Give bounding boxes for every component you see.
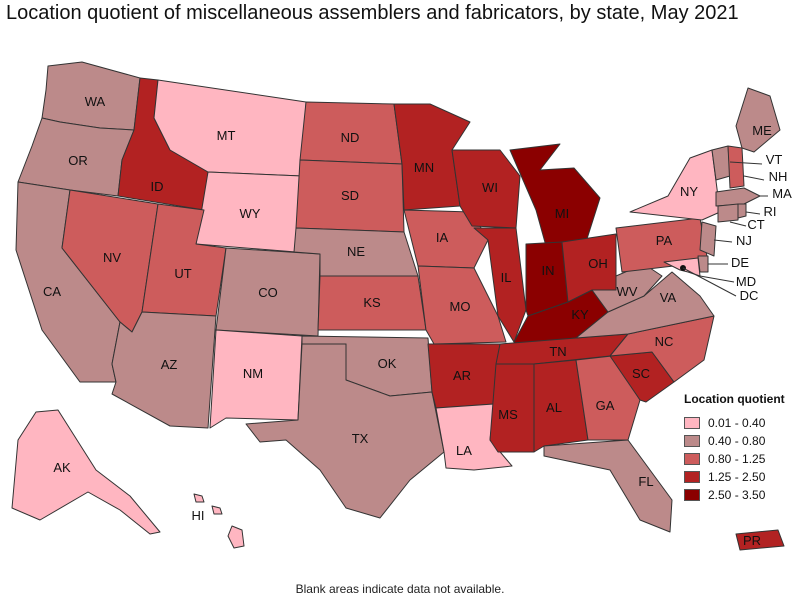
- label-ct: CT: [747, 217, 764, 232]
- label-ar: AR: [453, 368, 471, 383]
- state-va[interactable]: [575, 271, 715, 339]
- legend-title: Location quotient: [684, 392, 785, 406]
- label-pa: PA: [656, 233, 673, 248]
- state-ct[interactable]: [717, 203, 739, 223]
- label-nh: NH: [769, 169, 788, 184]
- state-hi[interactable]: [227, 525, 245, 549]
- label-nv: NV: [103, 250, 121, 265]
- legend: Location quotient 0.01 - 0.40 0.40 - 0.8…: [684, 392, 785, 504]
- label-wa: WA: [85, 94, 106, 109]
- label-wy: WY: [240, 206, 261, 221]
- label-in: IN: [542, 263, 555, 278]
- label-id: ID: [151, 179, 164, 194]
- label-ok: OK: [378, 356, 397, 371]
- label-tx: TX: [352, 431, 369, 446]
- label-dc: DC: [740, 288, 759, 303]
- state-ny[interactable]: [629, 149, 721, 221]
- label-ne: NE: [347, 244, 365, 259]
- state-nm[interactable]: [209, 329, 303, 429]
- footnote: Blank areas indicate data not available.: [295, 582, 505, 596]
- label-sc: SC: [632, 366, 650, 381]
- label-md: MD: [736, 274, 756, 289]
- legend-label: 1.25 - 2.50: [708, 470, 766, 484]
- legend-label: 0.01 - 0.40: [708, 416, 766, 430]
- label-wi: WI: [482, 180, 498, 195]
- state-ak[interactable]: [11, 409, 161, 535]
- label-ri: RI: [764, 204, 777, 219]
- label-ca: CA: [43, 284, 61, 299]
- legend-item: 1.25 - 2.50: [684, 468, 785, 486]
- label-mo: MO: [450, 299, 471, 314]
- label-al: AL: [546, 400, 562, 415]
- state-tx[interactable]: [245, 343, 445, 519]
- map-title: Location quotient of miscellaneous assem…: [6, 2, 739, 24]
- state-me[interactable]: [735, 87, 781, 153]
- label-ky: KY: [571, 307, 589, 322]
- legend-label: 0.40 - 0.80: [708, 434, 766, 448]
- label-nc: NC: [655, 334, 674, 349]
- label-de: DE: [731, 255, 749, 270]
- label-mt: MT: [217, 128, 236, 143]
- label-mi: MI: [555, 206, 569, 221]
- label-ks: KS: [363, 295, 381, 310]
- legend-swatch: [684, 471, 700, 483]
- state-mo[interactable]: [417, 265, 507, 345]
- label-me: ME: [752, 123, 772, 138]
- label-ut: UT: [174, 266, 191, 281]
- legend-item: 0.01 - 0.40: [684, 414, 785, 432]
- label-nd: ND: [341, 130, 360, 145]
- label-il: IL: [501, 270, 512, 285]
- label-vt: VT: [766, 152, 783, 167]
- state-hi-3[interactable]: [211, 505, 223, 515]
- state-mi[interactable]: [509, 143, 601, 247]
- label-la: LA: [456, 443, 472, 458]
- label-fl: FL: [638, 474, 653, 489]
- label-sd: SD: [341, 188, 359, 203]
- label-va: VA: [660, 290, 677, 305]
- legend-swatch: [684, 435, 700, 447]
- legend-swatch: [684, 453, 700, 465]
- label-tn: TN: [549, 344, 566, 359]
- label-ny: NY: [680, 184, 698, 199]
- state-ri[interactable]: [737, 203, 747, 219]
- state-nh[interactable]: [727, 145, 745, 189]
- legend-swatch: [684, 417, 700, 429]
- label-mn: MN: [414, 160, 434, 175]
- label-ma: MA: [772, 186, 792, 201]
- state-fl[interactable]: [543, 439, 673, 533]
- label-nm: NM: [243, 366, 263, 381]
- label-az: AZ: [161, 357, 178, 372]
- label-ga: GA: [596, 398, 615, 413]
- label-hi: HI: [192, 508, 205, 523]
- label-ia: IA: [436, 230, 449, 245]
- state-al[interactable]: [533, 359, 589, 453]
- legend-label: 2.50 - 3.50: [708, 488, 766, 502]
- state-nj[interactable]: [699, 221, 717, 257]
- legend-item: 2.50 - 3.50: [684, 486, 785, 504]
- label-wv: WV: [617, 284, 638, 299]
- label-co: CO: [258, 285, 278, 300]
- label-ak: AK: [53, 460, 71, 475]
- label-ms: MS: [498, 407, 518, 422]
- label-oh: OH: [588, 256, 608, 271]
- label-pr: PR: [743, 533, 761, 548]
- legend-label: 0.80 - 1.25: [708, 452, 766, 466]
- label-or: OR: [68, 153, 88, 168]
- state-pr[interactable]: [735, 529, 785, 551]
- legend-item: 0.40 - 0.80: [684, 432, 785, 450]
- legend-swatch: [684, 489, 700, 501]
- state-az[interactable]: [111, 311, 217, 429]
- state-ma[interactable]: [715, 187, 761, 207]
- legend-item: 0.80 - 1.25: [684, 450, 785, 468]
- label-nj: NJ: [736, 233, 752, 248]
- state-hi-2[interactable]: [193, 493, 205, 503]
- state-ia[interactable]: [403, 209, 489, 269]
